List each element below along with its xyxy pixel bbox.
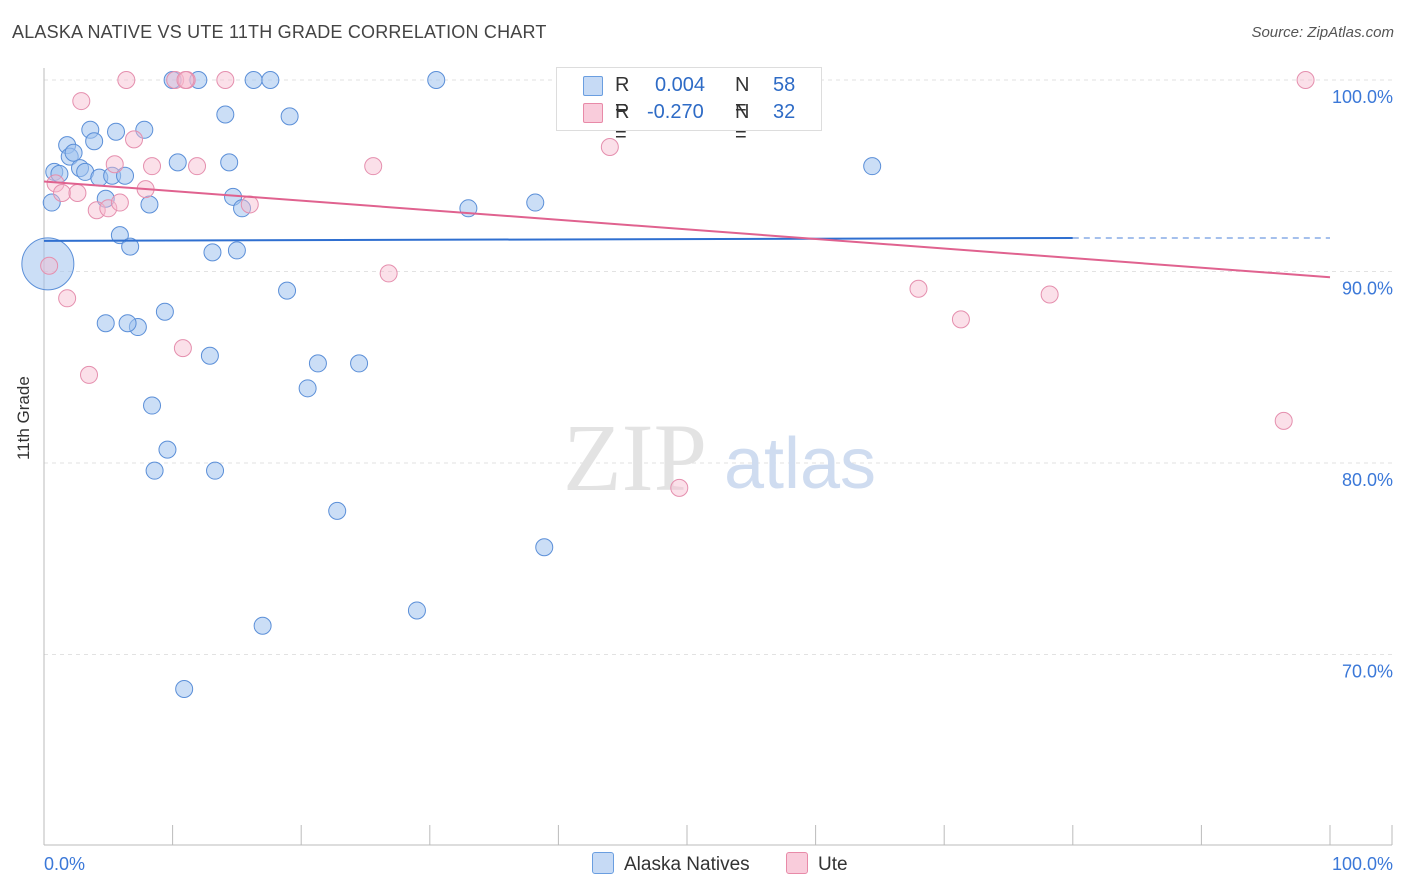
tick-labels: 100.0% 90.0% 80.0% 70.0% 0.0% 100.0% [44, 87, 1393, 874]
ute-point [364, 157, 383, 176]
ute-point [173, 339, 192, 358]
alaska-point [216, 105, 235, 124]
legend-swatch-alaska [583, 76, 603, 96]
ute-point [87, 201, 106, 220]
ute-point [117, 71, 136, 89]
alaska-point [116, 166, 135, 185]
bottom-swatch-ute [786, 852, 808, 874]
legend-swatch-ute [583, 103, 603, 123]
y-tick-label: 80.0% [1342, 470, 1393, 490]
y-tick-label: 70.0% [1342, 662, 1393, 682]
ute-point [951, 310, 970, 329]
ute-point [1274, 411, 1293, 430]
trend-lines [43, 180, 1331, 279]
alaska-point [143, 396, 162, 415]
legend-n-value-ute: 32 [773, 101, 796, 123]
alaska-point [140, 195, 159, 214]
alaska-point [278, 281, 297, 300]
x-tick-label: 100.0% [1332, 854, 1393, 874]
ute-point [53, 183, 72, 202]
alaska-point [168, 153, 187, 172]
alaska-point [526, 193, 545, 212]
alaska-point [407, 601, 426, 620]
ute-point [80, 365, 99, 384]
legend-r-label: R = [615, 101, 630, 146]
x-tick-label: 0.0% [44, 854, 85, 874]
bottom-swatch-alaska [592, 852, 614, 874]
ute-point [40, 256, 59, 275]
alaska-point [118, 314, 137, 333]
legend-r-value-alaska: 0.004 [655, 74, 706, 96]
ute-point [176, 71, 195, 89]
alaska-point [220, 153, 239, 172]
ute-point [1040, 285, 1059, 304]
alaska-point [107, 122, 126, 141]
legend-n-label: N = [735, 101, 750, 146]
alaska-point [863, 157, 882, 176]
alaska-point [21, 237, 75, 291]
gridlines [44, 79, 1392, 655]
alaska-point [280, 107, 299, 126]
watermark: ZIP atlas [563, 404, 876, 511]
watermark-zip: ZIP [563, 404, 707, 511]
watermark-atlas: atlas [724, 424, 876, 504]
alaska-point [175, 679, 194, 698]
alaska-point [227, 241, 246, 260]
alaska-point [155, 302, 174, 321]
data-points [21, 71, 1315, 698]
ute-point [58, 289, 77, 308]
bottom-legend-label-ute: Ute [818, 854, 848, 875]
correlation-legend: R = 0.004 N = 58 R = -0.270 N = 32 [556, 67, 822, 146]
ute-point [188, 157, 207, 176]
ute-point [72, 92, 91, 111]
legend-n-label: N = [735, 74, 750, 119]
ute-point [110, 193, 129, 212]
alaska-point [427, 71, 446, 89]
alaska-point [200, 346, 219, 365]
ute-point [143, 157, 162, 176]
ute-point [1296, 71, 1315, 89]
alaska-point [535, 538, 554, 557]
ute-point [240, 195, 259, 214]
alaska-point [298, 379, 317, 398]
alaska-point [121, 237, 140, 256]
ute-point [68, 183, 87, 202]
chart-title: ALASKA NATIVE VS UTE 11TH GRADE CORRELAT… [12, 22, 547, 42]
ute-point [105, 155, 124, 174]
alaska-point [85, 132, 104, 151]
bottom-legend-alaska: Alaska Natives [592, 852, 750, 876]
bottom-legend-label-alaska: Alaska Natives [624, 854, 750, 875]
alaska-point [145, 461, 164, 480]
alaska-point [158, 440, 177, 459]
legend-r-label: R = [615, 74, 630, 119]
ute-point [600, 138, 619, 157]
ute-trend-line [43, 180, 1331, 279]
legend-r-value-ute: -0.270 [647, 101, 704, 123]
y-tick-label: 100.0% [1332, 87, 1393, 107]
ute-point [125, 130, 144, 149]
alaska-point [328, 501, 347, 520]
alaska-point [350, 354, 369, 373]
ute-point [99, 199, 118, 218]
ute-point [216, 71, 235, 89]
alaska-point [96, 314, 115, 333]
legend-n-value-alaska: 58 [773, 74, 796, 96]
alaska-point [64, 143, 83, 162]
y-tick-label: 90.0% [1342, 279, 1393, 299]
alaska-point [203, 243, 222, 262]
ute-point [379, 264, 398, 283]
alaska-point [206, 461, 225, 480]
ute-point [670, 478, 689, 497]
bottom-legend-ute: Ute [786, 852, 848, 876]
axes [43, 68, 1393, 846]
alaska-point [244, 71, 263, 89]
alaska-point [110, 226, 129, 245]
alaska-trend-line [43, 236, 1073, 242]
alaska-point [261, 71, 280, 89]
ute-point [909, 279, 928, 298]
alaska-point [308, 354, 327, 373]
source-label: Source: ZipAtlas.com [1251, 24, 1394, 41]
alaska-point [253, 616, 272, 635]
